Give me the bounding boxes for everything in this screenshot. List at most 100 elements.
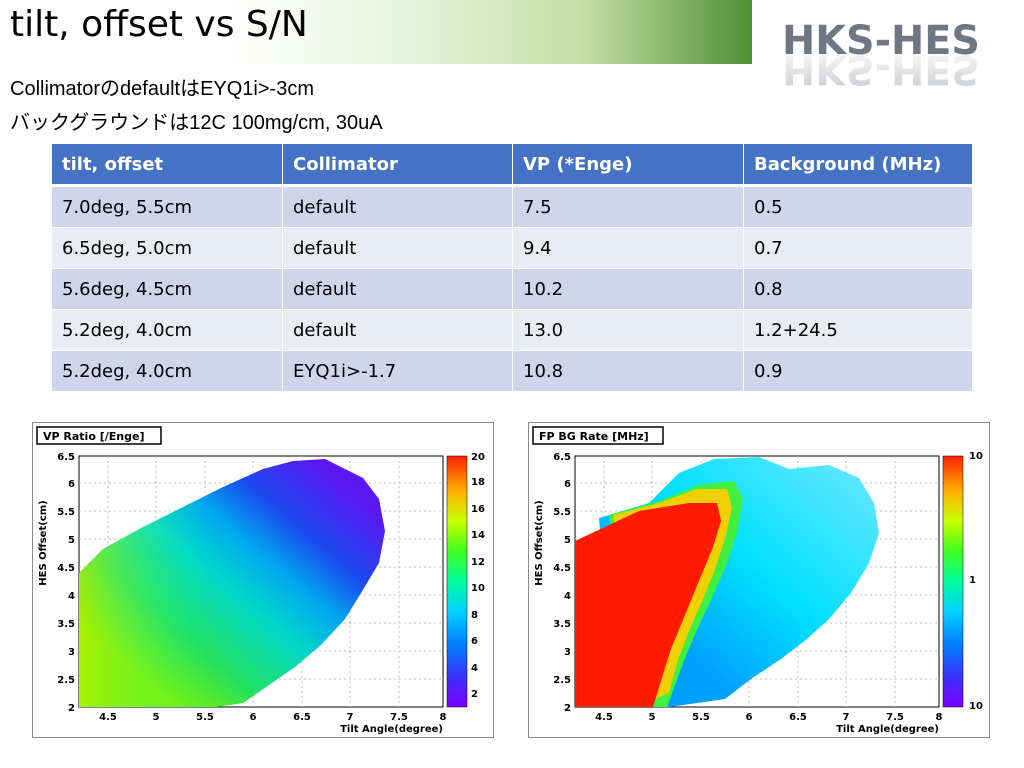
cell-vp: 9.4 [512, 227, 744, 269]
table-row: 5.2deg, 4.0cm default 13.0 1.2+24.5 [51, 309, 973, 351]
cell-collimator: default [282, 185, 513, 228]
z-tick: 10 [969, 451, 983, 462]
header-tilt-offset: tilt, offset [51, 143, 283, 187]
title-gradient-bar [0, 0, 752, 64]
cell-background: 0.5 [743, 185, 973, 228]
x-tick: 8 [440, 712, 447, 723]
cell-tilt-offset: 7.0deg, 5.5cm [51, 185, 283, 228]
z-tick: 2 [471, 689, 478, 700]
z-tick: 20 [471, 452, 485, 463]
cell-vp: 10.8 [512, 350, 744, 392]
x-tick: 6 [746, 712, 753, 723]
y-tick: 2.5 [553, 675, 571, 686]
x-tick: 8 [936, 712, 943, 723]
slide-title: tilt, offset vs S/N [10, 4, 308, 45]
z-tick: 10 [969, 701, 983, 712]
bg-rate-heatmap-core [575, 503, 721, 707]
cell-vp: 7.5 [512, 185, 744, 228]
z-tick: 16 [471, 504, 485, 515]
x-tick: 7 [843, 712, 850, 723]
plot-title: FP BG Rate [MHz] [539, 430, 649, 443]
y-tick: 6.5 [553, 452, 571, 463]
y-tick: 6 [68, 479, 75, 490]
y-tick: 5.5 [57, 507, 75, 518]
x-tick: 5 [153, 712, 160, 723]
plot-title-box [532, 426, 664, 445]
z-tick: 1 [969, 575, 976, 586]
table-row: 7.0deg, 5.5cm default 7.5 0.5 [51, 185, 973, 228]
cell-tilt-offset: 5.2deg, 4.0cm [51, 350, 283, 392]
cell-tilt-offset: 6.5deg, 5.0cm [51, 227, 283, 269]
cell-collimator: default [282, 268, 513, 310]
cell-background: 0.9 [743, 350, 973, 392]
table-row: 6.5deg, 5.0cm default 9.4 0.7 [51, 227, 973, 269]
x-tick: 6 [250, 712, 257, 723]
cell-collimator: default [282, 309, 513, 351]
note-collimator: CollimatorのdefaultはEYQ1i>-3cm [10, 78, 314, 100]
header-vp: VP (*Enge) [512, 143, 744, 187]
z-tick: 6 [471, 636, 478, 647]
cell-collimator: EYQ1i>-1.7 [282, 350, 513, 392]
y-tick: 6 [564, 479, 571, 490]
y-tick: 5 [564, 535, 571, 546]
z-tick: 8 [471, 610, 478, 621]
table-row: 5.2deg, 4.0cm EYQ1i>-1.7 10.8 0.9 [51, 350, 973, 392]
table-row: 5.6deg, 4.5cm default 10.2 0.8 [51, 268, 973, 310]
logo-text: HKS-HES [782, 18, 980, 64]
table-header-row: tilt, offset Collimator VP (*Enge) Backg… [51, 143, 973, 187]
x-tick: 5.5 [692, 712, 710, 723]
color-scale-bar [446, 455, 468, 708]
y-tick: 6.5 [57, 452, 75, 463]
note-background: バックグラウンドは12C 100mg/cm, 30uA [10, 112, 383, 134]
x-tick: 6.5 [789, 712, 807, 723]
hks-hes-logo: HKS-HES HKS-HES [782, 18, 980, 90]
x-tick: 5.5 [196, 712, 214, 723]
y-tick: 3.5 [57, 619, 75, 630]
y-tick: 2.5 [57, 675, 75, 686]
x-tick: 7 [347, 712, 354, 723]
y-tick: 3.5 [553, 619, 571, 630]
results-table: tilt, offset Collimator VP (*Enge) Backg… [51, 143, 973, 392]
y-axis-label: HES Offset(cm) [38, 500, 49, 586]
y-tick: 4 [68, 591, 75, 602]
y-tick: 3 [68, 647, 75, 658]
y-axis-label: HES Offset(cm) [534, 500, 545, 586]
cell-tilt-offset: 5.2deg, 4.0cm [51, 309, 283, 351]
vp-ratio-heatmap-highlight [79, 459, 385, 707]
x-tick: 4.5 [595, 712, 613, 723]
cell-tilt-offset: 5.6deg, 4.5cm [51, 268, 283, 310]
x-tick: 4.5 [99, 712, 117, 723]
x-tick: 7.5 [886, 712, 904, 723]
cell-background: 0.8 [743, 268, 973, 310]
cell-vp: 10.2 [512, 268, 744, 310]
y-tick: 5 [68, 535, 75, 546]
x-tick: 7.5 [390, 712, 408, 723]
color-scale-bar [942, 455, 964, 708]
cell-background: 1.2+24.5 [743, 309, 973, 351]
vp-ratio-plot: VP Ratio [/Enge] 2 4 6 8 10 12 14 16 18 … [32, 422, 494, 738]
y-tick: 4.5 [57, 563, 75, 574]
plot-title: VP Ratio [/Enge] [43, 430, 144, 443]
z-tick: 4 [471, 663, 478, 674]
logo-reflection: HKS-HES [782, 46, 980, 90]
x-axis-label: Tilt Angle(degree) [836, 724, 939, 735]
y-tick: 2 [68, 703, 75, 714]
cell-background: 0.7 [743, 227, 973, 269]
cell-collimator: default [282, 227, 513, 269]
header-collimator: Collimator [282, 143, 513, 187]
y-tick: 3 [564, 647, 571, 658]
z-tick: 12 [471, 557, 485, 568]
x-axis-label: Tilt Angle(degree) [340, 724, 443, 735]
x-tick: 6.5 [293, 712, 311, 723]
y-tick: 4 [564, 591, 571, 602]
z-tick: 14 [471, 530, 485, 541]
header-background: Background (MHz) [743, 143, 973, 187]
cell-vp: 13.0 [512, 309, 744, 351]
y-tick: 4.5 [553, 563, 571, 574]
z-tick: 10 [471, 583, 485, 594]
z-tick: 18 [471, 477, 485, 488]
plot-title-box [36, 426, 162, 445]
fp-bg-rate-plot: FP BG Rate [MHz] 10 1 10 2 2.5 3 3.5 4 4… [528, 422, 990, 738]
y-tick: 5.5 [553, 507, 571, 518]
x-tick: 5 [649, 712, 656, 723]
